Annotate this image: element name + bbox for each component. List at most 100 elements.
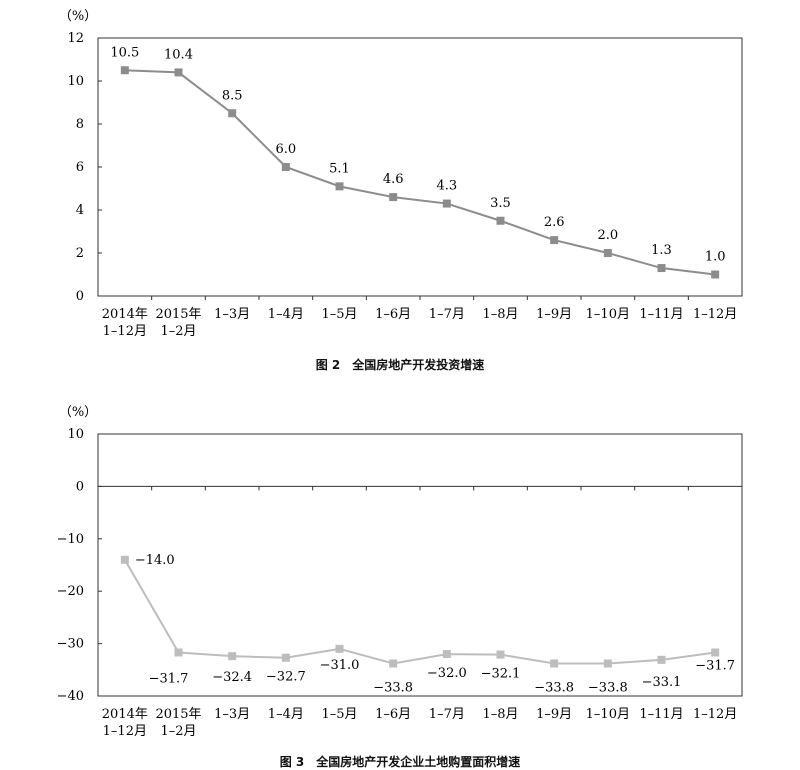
chart-2-x-tick-label: 1–2月 <box>160 724 196 739</box>
chart-2-point <box>174 648 183 657</box>
chart-2-x-tick-label: 1–3月 <box>214 707 250 722</box>
chart-1-point <box>120 66 129 75</box>
chart-2-y-tick-label: −30 <box>57 637 84 652</box>
chart-1-x-tick-label: 1–10月 <box>586 307 630 322</box>
chart-1-unit-label: （%） <box>59 9 97 24</box>
chart-2-point <box>120 555 129 564</box>
chart-2-data-label: −33.8 <box>373 681 413 696</box>
chart-2-point <box>442 650 451 659</box>
chart-1-data-label: 4.6 <box>383 172 404 187</box>
chart-2-x-tick-label: 1–12月 <box>103 724 147 739</box>
chart-2-point <box>603 659 612 668</box>
chart-1-y-tick-label: 12 <box>67 31 84 46</box>
chart-2-series-line <box>123 559 716 665</box>
chart-1-plot-frame <box>97 37 743 297</box>
chart-1-caption: 图 2 全国房地产开发投资增速 <box>315 358 485 372</box>
chart-2-point <box>496 650 505 659</box>
chart-1-point <box>335 182 344 191</box>
chart-2-x-tick-label: 1–10月 <box>586 707 630 722</box>
chart-2-data-label: −31.0 <box>320 658 360 673</box>
chart-1-x-tick-label: 1–7月 <box>429 307 465 322</box>
chart-2-point <box>228 652 237 661</box>
chart-2-data-label: −32.7 <box>266 670 306 685</box>
chart-2-x-tick-label: 1–6月 <box>375 707 411 722</box>
chart-1-data-label: 3.5 <box>490 196 511 211</box>
chart-1-data-label: 1.0 <box>705 250 726 265</box>
chart-land-purchase-growth: （%） 10 0 −10 −20 −30 −40 2014年 1–12月 2015年 1–2月 1–3… <box>0 396 800 746</box>
chart-2-y-tick-label: −40 <box>57 689 84 704</box>
chart-1-data-label: 2.6 <box>544 215 565 230</box>
chart-2-plot-frame <box>97 433 743 697</box>
chart-2-data-label: −31.7 <box>695 659 735 674</box>
chart-2-x-tick-label: 1–5月 <box>321 707 357 722</box>
chart-2-y-tick-label: −10 <box>57 532 84 547</box>
chart-1-point <box>550 236 559 245</box>
chart-1-data-label: 5.1 <box>329 161 350 176</box>
chart-1-x-tick-label: 2014年 <box>102 307 148 322</box>
chart-1-point <box>603 249 612 257</box>
chart-2-point <box>389 659 398 668</box>
chart-2-point <box>281 653 290 662</box>
chart-2-data-label: −32.0 <box>427 666 467 681</box>
chart-2-data-label: −32.1 <box>481 667 521 682</box>
chart-2-y-tick-label: −20 <box>57 584 84 599</box>
chart-1-x-tick-label: 1–2月 <box>160 324 196 339</box>
chart-1-data-label: 4.3 <box>436 179 457 194</box>
chart-1-y-tick-label: 2 <box>76 246 84 261</box>
chart-1-data-label: 6.0 <box>275 142 296 157</box>
chart-2-x-tick-label: 1–7月 <box>429 707 465 722</box>
chart-2-point <box>711 648 720 657</box>
chart-1-x-tick-label: 1–4月 <box>268 307 304 322</box>
chart-1-x-tick-label: 1–12月 <box>103 324 147 339</box>
chart-2-caption: 图 3 全国房地产开发企业土地购置面积增速 <box>279 755 521 769</box>
chart-1-data-label: 2.0 <box>597 228 618 243</box>
chart-1-point <box>281 163 290 171</box>
chart-2-point <box>657 655 666 664</box>
chart-2-x-tick-label: 1–11月 <box>639 707 683 722</box>
chart-1-svg: （%） 0 2 4 6 8 10 12 2014年 1–12月 2015年 1–2月 1–3月 1–4月 1… <box>59 9 743 339</box>
chart-1-y-tick-label: 4 <box>76 203 84 218</box>
chart-1-point <box>496 216 505 225</box>
chart-1-data-label: 10.4 <box>164 47 193 62</box>
chart-1-x-tick-label: 1–5月 <box>321 307 357 322</box>
chart-2-point <box>550 659 559 668</box>
chart-1-y-tick-label: 6 <box>76 160 84 175</box>
chart-2-x-tick-label: 1–9月 <box>536 707 572 722</box>
chart-1-x-tick-label: 1–9月 <box>536 307 572 322</box>
chart-2-unit-label: （%） <box>59 405 97 420</box>
chart-1-x-tick-label: 1–11月 <box>639 307 683 322</box>
chart-2-data-label: −14.0 <box>135 553 175 568</box>
chart-2-y-tick-label: 10 <box>67 427 84 442</box>
chart-investment-growth: （%） 0 2 4 6 8 10 12 2014年 1–12月 2015年 1–2月 1–3月 1–4月 1… <box>0 0 800 350</box>
chart-1-point <box>442 199 451 208</box>
chart-1-x-tick-label: 1–8月 <box>482 307 518 322</box>
chart-1-y-tick-label: 8 <box>76 117 84 132</box>
chart-2-point <box>335 644 344 653</box>
chart-2-svg: （%） 10 0 −10 −20 −30 −40 2014年 1–12月 2015年 1–2月 1–3… <box>57 405 743 739</box>
chart-2-x-tick-label: 2014年 <box>102 707 148 722</box>
chart-1-y-tick-label: 10 <box>67 74 84 89</box>
chart-2-data-label: −33.8 <box>534 681 574 696</box>
chart-1-x-tick-label: 1–3月 <box>214 307 250 322</box>
chart-1-x-tick-label: 1–6月 <box>375 307 411 322</box>
chart-2-data-label: −33.8 <box>588 681 628 696</box>
chart-2-x-tick-label: 1–12月 <box>693 707 737 722</box>
chart-2-x-tick-label: 1–4月 <box>268 707 304 722</box>
chart-2-data-label: −33.1 <box>642 675 682 690</box>
chart-1-x-tick-label: 2015年 <box>155 307 201 322</box>
chart-2-x-tick-label: 1–8月 <box>482 707 518 722</box>
chart-1-data-label: 1.3 <box>651 243 672 258</box>
chart-1-point <box>174 68 183 77</box>
chart-2-y-tick-label: 0 <box>76 479 84 494</box>
chart-1-series-line <box>124 69 716 276</box>
chart-1-data-label: 10.5 <box>110 45 139 60</box>
chart-2-data-label: −31.7 <box>149 672 189 687</box>
chart-1-point <box>389 193 398 202</box>
chart-1-point <box>711 270 720 279</box>
chart-1-point <box>657 264 666 273</box>
chart-1-y-tick-label: 0 <box>76 289 84 304</box>
chart-1-point <box>228 109 237 118</box>
chart-1-data-label: 8.5 <box>222 88 243 103</box>
chart-2-data-label: −32.4 <box>212 670 252 685</box>
chart-1-x-tick-label: 1–12月 <box>693 307 737 322</box>
